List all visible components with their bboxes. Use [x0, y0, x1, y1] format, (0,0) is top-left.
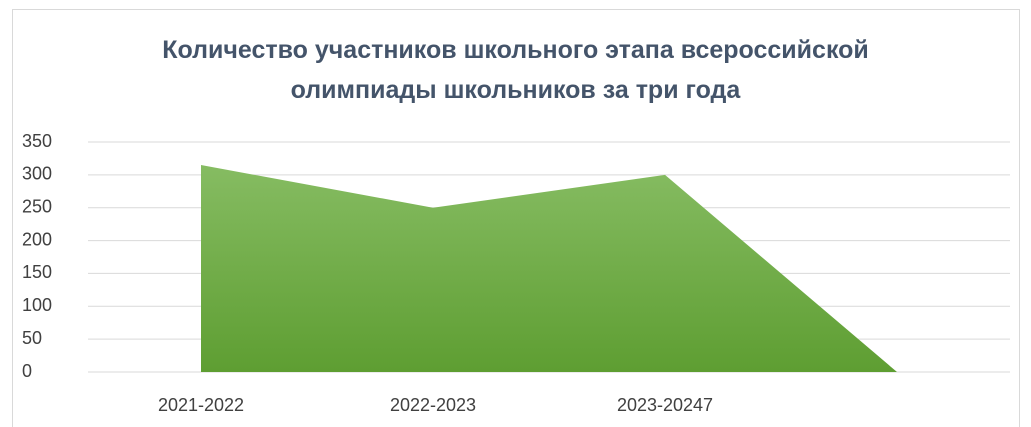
x-tick-label: 2023-20247 [617, 395, 713, 415]
x-tick-label: 2021-2022 [158, 395, 244, 415]
y-tick-label: 250 [22, 196, 52, 216]
y-tick-label: 100 [22, 295, 52, 315]
y-tick-label: 50 [22, 328, 42, 348]
y-tick-label: 200 [22, 229, 52, 249]
area [201, 165, 897, 372]
y-tick-label: 300 [22, 164, 52, 184]
y-tick-label: 0 [22, 361, 32, 381]
y-tick-label: 350 [22, 131, 52, 151]
chart-title: Количество участников школьного этапа вс… [162, 36, 869, 104]
y-tick-label: 150 [22, 262, 52, 282]
x-tick-label: 2022-2023 [390, 395, 476, 415]
chart-frame [12, 9, 1020, 427]
